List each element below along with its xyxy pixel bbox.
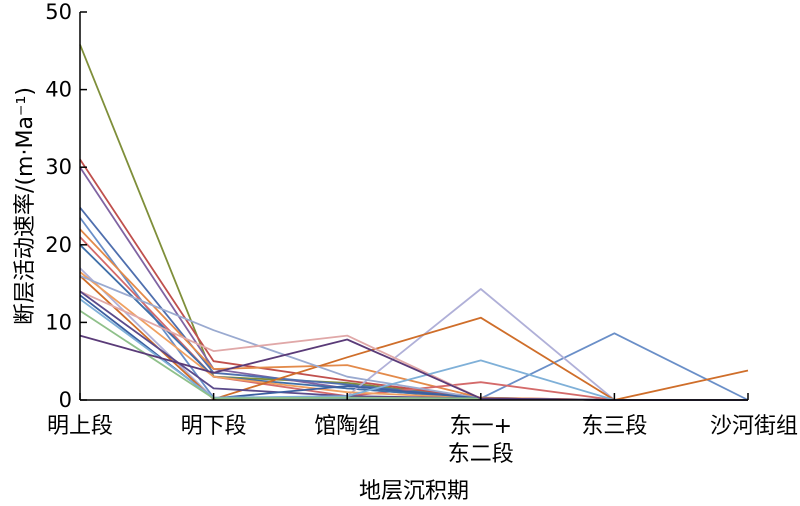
series-line-17 xyxy=(79,310,748,401)
series-line-14 xyxy=(79,290,748,401)
series-line-1 xyxy=(79,44,748,401)
series-line-11 xyxy=(79,275,749,401)
x-tick-label: 馆陶组 xyxy=(314,414,380,439)
x-tick-label: 东三段 xyxy=(581,414,647,439)
series-line-13 xyxy=(79,290,748,401)
series-line-4 xyxy=(79,207,748,401)
x-tick-label: 东一+东二段 xyxy=(448,414,514,467)
y-tick-label: 40 xyxy=(45,78,72,102)
y-axis-title: 断层活动速率/(m·Ma⁻¹) xyxy=(13,87,38,325)
series-line-6 xyxy=(79,228,748,401)
y-tick-label: 30 xyxy=(45,155,72,179)
x-tick-label: 沙河街组 xyxy=(710,414,798,439)
series-layer xyxy=(79,44,749,401)
y-tick-label: 20 xyxy=(45,233,72,257)
x-tick-label: 明上段 xyxy=(47,414,113,439)
axes-layer xyxy=(79,11,749,401)
x-tick-label: 明下段 xyxy=(181,414,247,439)
x-axis-title: 地层沉积期 xyxy=(359,479,469,504)
y-tick-label: 10 xyxy=(45,310,72,334)
y-tick-label: 50 xyxy=(45,0,72,24)
y-tick-label: 0 xyxy=(59,388,72,412)
